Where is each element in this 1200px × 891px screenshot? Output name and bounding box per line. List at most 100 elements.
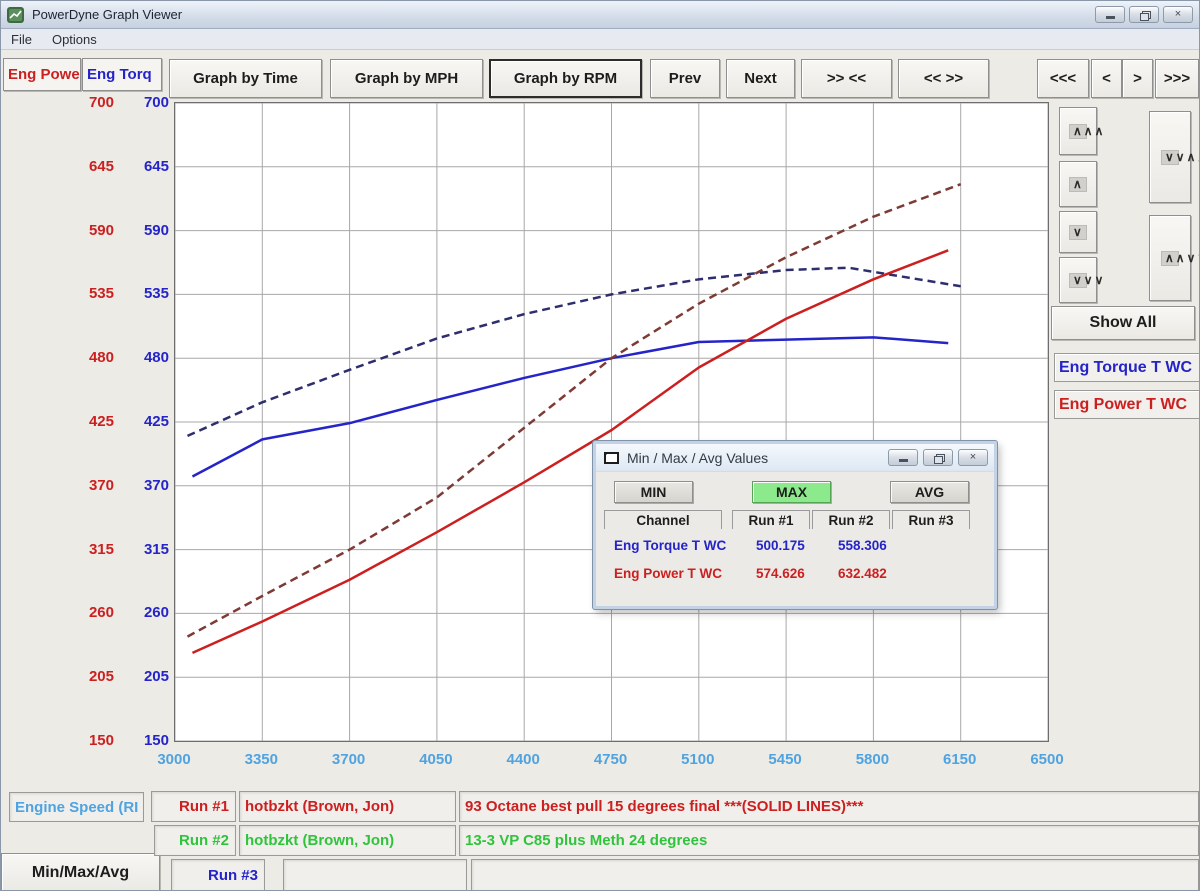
x-tick-label: 4750 (593, 751, 628, 768)
y-tick-label: 370 (88, 476, 114, 494)
chevron-down-icon: ∨ (1069, 224, 1087, 240)
restore-button[interactable] (1129, 6, 1159, 23)
value-power-run2: 632.482 (838, 566, 887, 581)
y-tick-label: 425 (88, 413, 114, 430)
x-channel-box[interactable]: Engine Speed (RI (9, 792, 144, 822)
restore-icon (933, 453, 945, 464)
x-tick-label: 3000 (157, 751, 191, 768)
pan-left-button[interactable]: < (1091, 59, 1122, 98)
x-axis-rpm-labels: 3000 3350 3700 4050 4400 4750 5100 5450 5800 6150… (157, 751, 1063, 773)
y-tick-label: 315 (88, 540, 114, 558)
avg-button[interactable]: AVG (890, 481, 969, 503)
tab-eng-power[interactable]: Eng Powe (3, 58, 81, 91)
min-max-avg-dialog: Min / Max / Avg Values × MIN MAX AVG Cha… (592, 440, 998, 610)
menu-file[interactable]: File (11, 31, 32, 47)
y-tick-label: 260 (143, 604, 169, 622)
graph-by-time-button[interactable]: Graph by Time (169, 59, 322, 98)
x-tick-label: 4400 (506, 751, 540, 768)
zoom-in-button[interactable]: >> << (801, 59, 892, 98)
min-button[interactable]: MIN (614, 481, 693, 503)
x-tick-label: 4050 (419, 751, 453, 768)
y-tick-label: 260 (88, 604, 114, 622)
pan-right-button[interactable]: > (1122, 59, 1153, 98)
scale-down-button[interactable]: ∨ (1059, 211, 1097, 253)
scale-down-fast-button[interactable]: ∨∨∨ (1059, 257, 1103, 303)
legend-eng-torque[interactable]: Eng Torque T WC (1054, 353, 1199, 382)
x-tick-label: 3350 (244, 751, 278, 768)
y-tick-label: 425 (143, 413, 169, 430)
prev-button[interactable]: Prev (650, 59, 720, 98)
pan-far-right-button[interactable]: >>> (1155, 59, 1199, 98)
app-icon (7, 6, 24, 23)
column-header-run2: Run #2 (812, 510, 890, 529)
chevron-converge-icon: ∨∨∧∧ (1161, 149, 1199, 165)
chevron-triple-up-icon: ∧∧∧ (1069, 123, 1103, 139)
tab-eng-torque[interactable]: Eng Torq (82, 58, 162, 91)
run3-comment-field[interactable] (471, 859, 1199, 890)
y-tick-label: 700 (143, 94, 169, 111)
y-tick-label: 535 (88, 285, 114, 303)
value-torque-run2: 558.306 (838, 538, 887, 553)
y-tick-label: 150 (143, 732, 169, 749)
x-tick-label: 6500 (1030, 751, 1064, 768)
run2-label[interactable]: Run #2 (154, 825, 236, 856)
run3-name-field[interactable] (283, 859, 467, 890)
dialog-minimize-button[interactable] (888, 449, 918, 466)
next-button[interactable]: Next (726, 59, 795, 98)
graph-by-mph-button[interactable]: Graph by MPH (330, 59, 483, 98)
y-tick-label: 590 (143, 221, 169, 239)
x-tick-label: 5450 (768, 751, 802, 768)
y-tick-label: 535 (143, 285, 169, 303)
x-tick-label: 5100 (681, 751, 715, 768)
dialog-title-bar[interactable]: Min / Max / Avg Values × (596, 444, 994, 472)
title-bar[interactable]: PowerDyne Graph Viewer × (1, 1, 1199, 29)
scale-up-fast-button[interactable]: ∧∧∧ (1059, 107, 1103, 155)
y-tick-label: 590 (88, 221, 114, 239)
pan-far-left-button[interactable]: <<< (1037, 59, 1089, 98)
legend-eng-power[interactable]: Eng Power T WC (1054, 390, 1199, 419)
minimize-button[interactable] (1095, 6, 1125, 23)
max-button[interactable]: MAX (752, 481, 831, 503)
column-header-run3: Run #3 (892, 510, 970, 529)
dialog-restore-button[interactable] (923, 449, 953, 466)
y-tick-label: 645 (143, 157, 169, 175)
chevron-up-icon: ∧ (1069, 176, 1087, 192)
run1-label[interactable]: Run #1 (151, 791, 236, 822)
x-tick-label: 3700 (331, 751, 366, 768)
minimize-icon (1105, 16, 1115, 19)
value-torque-run1: 500.175 (756, 538, 805, 553)
value-channel-power: Eng Power T WC (614, 566, 722, 581)
y-tick-label: 150 (88, 732, 114, 749)
run1-name-field[interactable]: hotbzkt (Brown, Jon) (239, 791, 456, 822)
dialog-close-button[interactable]: × (958, 449, 988, 466)
show-all-button[interactable]: Show All (1051, 306, 1195, 340)
chart-canvas (174, 102, 1049, 742)
run2-name-field[interactable]: hotbzkt (Brown, Jon) (239, 825, 456, 856)
close-icon: × (1174, 8, 1182, 20)
y-tick-label: 480 (88, 349, 114, 367)
zoom-out-button[interactable]: << >> (898, 59, 989, 98)
dialog-icon (604, 451, 619, 464)
run1-comment-field[interactable]: 93 Octane best pull 15 degrees final ***… (459, 791, 1199, 822)
value-power-run1: 574.626 (756, 566, 805, 581)
window-title: PowerDyne Graph Viewer (32, 7, 183, 22)
run2-comment-field[interactable]: 13-3 VP C85 plus Meth 24 degrees (459, 825, 1199, 856)
expand-scale-button[interactable]: ∧∧∨∨ (1149, 215, 1199, 301)
column-header-run1: Run #1 (732, 510, 810, 529)
x-tick-label: 5800 (855, 751, 890, 768)
y-tick-label: 315 (143, 540, 169, 558)
chevron-triple-down-icon: ∨∨∨ (1069, 272, 1103, 288)
y-tick-label: 370 (143, 476, 169, 494)
close-button[interactable]: × (1163, 6, 1193, 23)
compress-scale-button[interactable]: ∨∨∧∧ (1149, 111, 1199, 203)
scale-up-button[interactable]: ∧ (1059, 161, 1097, 207)
menu-options[interactable]: Options (51, 31, 97, 47)
run3-label[interactable]: Run #3 (171, 859, 265, 890)
menu-bar: File Options (1, 29, 1199, 50)
column-header-channel: Channel (604, 510, 722, 529)
min-max-avg-button[interactable]: Min/Max/Avg (1, 853, 160, 890)
dyno-chart (174, 102, 1049, 742)
graph-by-rpm-button[interactable]: Graph by RPM (489, 59, 642, 98)
y-tick-label: 205 (88, 668, 114, 686)
